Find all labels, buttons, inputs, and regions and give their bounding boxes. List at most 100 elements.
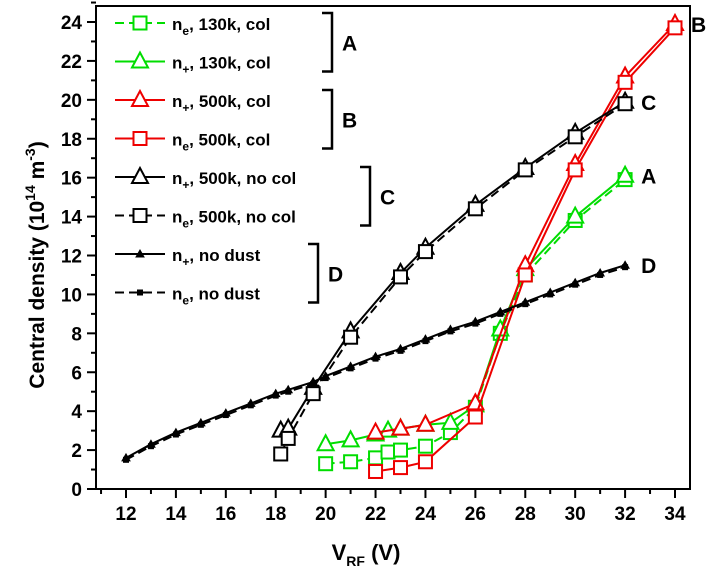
- legend-group-bracket: D: [308, 242, 343, 304]
- small-square-marker: [497, 310, 504, 317]
- y-tick-label: 8: [71, 324, 82, 345]
- legend-label: n+, 130k, col: [172, 54, 271, 77]
- square-marker: [280, 430, 296, 446]
- small-square-marker: [397, 347, 404, 354]
- bracket-line: [308, 242, 320, 304]
- x-tick-label: 12: [115, 504, 136, 525]
- triangle-marker: [390, 417, 411, 436]
- square-marker: [343, 454, 359, 470]
- series: [273, 96, 633, 462]
- small-square-marker: [197, 421, 204, 428]
- square-marker: [667, 20, 683, 36]
- series: [123, 264, 629, 463]
- square-marker: [567, 162, 583, 178]
- square-marker: [517, 162, 533, 178]
- x-tick-label: 28: [515, 504, 536, 525]
- legend-label: ne, 130k, col: [172, 15, 270, 38]
- square-marker: [467, 409, 483, 425]
- y-tick-label: 0: [71, 480, 82, 501]
- group-label: A: [342, 32, 357, 55]
- square-marker: [517, 267, 533, 283]
- x-tick-label: 24: [415, 504, 437, 525]
- legend-label: n+, 500k, no col: [172, 169, 296, 192]
- axes-frame: [95, 5, 691, 490]
- y-tick-label: 10: [61, 285, 82, 306]
- series-end-label: C: [641, 92, 656, 115]
- series-line: [125, 266, 626, 461]
- legend-label: n+, no dust: [172, 246, 261, 269]
- series: [368, 20, 683, 479]
- small-square-marker: [472, 320, 479, 327]
- small-square-marker: [347, 365, 354, 372]
- square-marker: [132, 131, 148, 146]
- series-line: [125, 264, 626, 459]
- small-square-marker: [572, 281, 579, 288]
- x-tick-label: 20: [315, 504, 336, 525]
- triangle-marker: [130, 50, 150, 69]
- triangle-marker: [365, 421, 386, 440]
- y-tick-label: 20: [61, 91, 82, 112]
- square-marker: [617, 96, 633, 112]
- legend-label: n+, 500k, col: [172, 92, 271, 115]
- legend-item: n+, 500k, col: [115, 88, 271, 115]
- square-marker: [132, 208, 148, 223]
- legend-label: ne, 500k, no col: [172, 208, 296, 231]
- small-square-marker: [447, 328, 454, 335]
- y-tick-label: 22: [61, 52, 82, 73]
- group-label: B: [342, 109, 357, 132]
- square-marker: [393, 460, 408, 476]
- x-tick-label: 16: [215, 504, 236, 525]
- triangle-marker: [340, 429, 361, 448]
- small-square-marker: [222, 412, 229, 419]
- triangle-marker: [315, 433, 336, 452]
- triangle-marker: [130, 165, 150, 184]
- legend: ne, 130k, col n+, 130k, col n+, 500k, col n…: [115, 11, 395, 308]
- x-tick-label: 30: [565, 504, 586, 525]
- triangle-marker: [415, 413, 436, 432]
- y-axis-label: Central density (1014 m-3): [22, 141, 49, 388]
- square-marker: [132, 15, 148, 31]
- small-square-marker: [172, 431, 179, 438]
- legend-item: ne, no dust: [115, 285, 260, 308]
- group-label: D: [328, 263, 343, 286]
- x-tick-label: 32: [615, 504, 636, 525]
- end-labels: A B C D: [641, 14, 706, 278]
- small-square-marker: [547, 291, 554, 298]
- triangle-marker: [615, 164, 635, 183]
- series: [271, 90, 635, 438]
- legend-label: ne, 500k, col: [172, 131, 270, 154]
- series-end-label: B: [691, 14, 706, 37]
- series-layer: [121, 12, 685, 479]
- square-marker: [318, 456, 334, 472]
- small-square-marker: [247, 402, 254, 409]
- square-marker: [380, 444, 396, 460]
- small-square-marker: [322, 375, 329, 382]
- small-square-marker: [123, 456, 129, 463]
- legend-item: n+, no dust: [115, 246, 261, 269]
- x-tick-label: 22: [365, 504, 386, 525]
- legend-item: ne, 130k, col: [115, 15, 270, 38]
- y-tick-label: 24: [61, 13, 83, 34]
- legend-group-bracket: A: [322, 11, 357, 73]
- small-square-marker: [285, 388, 292, 395]
- small-square-marker: [147, 443, 154, 450]
- x-axis-label: VRF (V): [332, 540, 401, 567]
- square-marker: [273, 446, 289, 462]
- small-square-marker: [597, 271, 604, 278]
- series-end-label: D: [641, 255, 656, 278]
- y-tick-label: 14: [61, 208, 83, 229]
- small-square-marker: [422, 338, 429, 345]
- series-end-label: A: [641, 166, 656, 189]
- series: [365, 12, 685, 440]
- y-tick-label: 12: [61, 247, 82, 268]
- square-marker: [417, 438, 433, 454]
- small-square-marker: [622, 264, 629, 271]
- series-line: [280, 100, 626, 432]
- small-square-marker: [522, 301, 529, 308]
- square-marker: [343, 329, 359, 345]
- legend-item: n+, 500k, no col: [115, 165, 296, 192]
- square-marker: [467, 201, 483, 217]
- x-axis: 12 14 16 18 20 22 24 26 28 30 32 34: [100, 489, 686, 525]
